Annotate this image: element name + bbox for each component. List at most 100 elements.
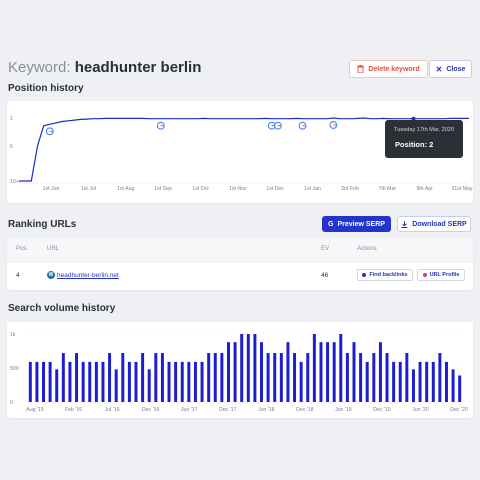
- google-update-icon[interactable]: [329, 121, 338, 129]
- column-header-actions: Actions: [357, 246, 377, 252]
- google-update-icon[interactable]: [45, 127, 54, 136]
- delete-keyword-button[interactable]: Delete keyword: [349, 60, 428, 78]
- volume-bar: [88, 361, 92, 402]
- x-tick-label: Jul '16: [105, 407, 120, 413]
- x-tick-label: Dec '18: [296, 407, 314, 413]
- close-icon: ✕: [435, 64, 443, 74]
- volume-bar: [339, 334, 343, 402]
- page-title: Keyword: headhunter berlin: [8, 58, 201, 78]
- x-tick-label: Dec '19: [373, 407, 391, 413]
- ranking-url-link[interactable]: headhunter-berlin.net: [57, 272, 119, 279]
- download-serp-label: Download SERP: [412, 220, 467, 228]
- position-series-line: [19, 117, 469, 182]
- volume-bar: [286, 342, 290, 402]
- x-tick-label: 1st Nov: [229, 186, 247, 192]
- x-tick-label: Dec '17: [219, 407, 237, 413]
- volume-bar: [279, 353, 283, 402]
- volume-bar: [220, 353, 224, 402]
- volume-bar: [445, 361, 448, 402]
- x-tick-label: Jun '18: [258, 407, 275, 413]
- google-update-icon[interactable]: [273, 121, 282, 130]
- column-header-url[interactable]: URL: [47, 246, 60, 252]
- volume-bar: [141, 353, 145, 402]
- google-icon: G: [328, 220, 334, 228]
- page-header: Keyword: headhunter berlin Delete keywor…: [8, 58, 472, 80]
- x-tick-label: Jun '19: [335, 407, 352, 413]
- volume-bar: [458, 375, 462, 402]
- x-tick-label: 1st Sep: [154, 186, 172, 192]
- profile-icon: [422, 273, 427, 277]
- download-serp-button[interactable]: Download SERP: [397, 216, 471, 232]
- volume-bar: [385, 353, 389, 402]
- volume-bar: [108, 353, 112, 402]
- volume-bar: [260, 342, 263, 402]
- volume-bar: [101, 361, 105, 402]
- volume-bar: [174, 361, 178, 402]
- volume-bar: [75, 353, 79, 402]
- volume-bar: [35, 361, 39, 402]
- table-header: Pos. URL EV Actions: [7, 238, 473, 262]
- volume-bar: [293, 353, 297, 402]
- hover-point: [411, 116, 416, 121]
- x-tick-label: 9th Apr: [416, 186, 433, 192]
- volume-bar: [61, 353, 65, 402]
- y-tick-label: 0: [10, 400, 13, 406]
- link-icon: [362, 273, 367, 277]
- volume-bar: [246, 334, 250, 402]
- column-header-pos[interactable]: Pos.: [16, 246, 29, 252]
- volume-bar: [193, 361, 197, 402]
- x-tick-label: 31st May: [451, 186, 472, 192]
- volume-bar: [392, 361, 396, 402]
- column-header-ev[interactable]: EV: [321, 246, 330, 252]
- close-button[interactable]: ✕ Close: [429, 60, 472, 78]
- volume-bar: [200, 361, 204, 402]
- keyword-prefix: Keyword:: [8, 59, 71, 76]
- volume-bar: [312, 334, 316, 402]
- y-tick-label: 5: [10, 144, 13, 150]
- search-volume-card: 1k 500 0 Aug '15 Feb '16 Jul '16 Dec '16 Jun '1…: [7, 322, 473, 418]
- tooltip-position: Position: 2: [395, 140, 434, 149]
- preview-serp-button[interactable]: G Preview SERP: [322, 216, 391, 232]
- volume-bar: [233, 342, 237, 402]
- x-tick-label: 1st Jun: [43, 186, 60, 192]
- volume-bar: [359, 353, 363, 402]
- x-tick-label: 3rd Feb: [341, 186, 359, 192]
- find-backlinks-button[interactable]: Find backlinks: [357, 269, 413, 281]
- row-position: 4: [16, 272, 20, 279]
- volume-bar: [326, 342, 330, 402]
- volume-bar: [55, 369, 59, 402]
- volume-bar: [418, 361, 422, 402]
- volume-bar: [180, 361, 184, 402]
- x-tick-label: 1st Oct: [192, 186, 209, 192]
- volume-bar: [127, 361, 131, 402]
- row-ev: 46: [321, 272, 329, 279]
- x-tick-label: Aug '15: [26, 407, 44, 413]
- volume-bar: [365, 361, 369, 402]
- google-update-icon[interactable]: [156, 121, 165, 130]
- volume-bar: [378, 342, 382, 402]
- url-profile-button[interactable]: URL Profile: [417, 269, 465, 281]
- x-tick-label: 1st Jan: [304, 186, 321, 192]
- volume-bar: [147, 369, 151, 402]
- volume-bar: [299, 361, 303, 402]
- volume-bar: [405, 353, 409, 402]
- volume-bar: [28, 361, 32, 402]
- search-volume-title: Search volume history: [8, 303, 116, 314]
- volume-bar: [345, 353, 349, 402]
- x-tick-label: Jun '17: [181, 407, 198, 413]
- google-update-icon[interactable]: [298, 121, 307, 130]
- volume-bar: [160, 353, 164, 402]
- keyword-value: headhunter berlin: [74, 59, 202, 76]
- x-tick-label: Dec '20: [450, 407, 468, 413]
- chart-tooltip: Tuesday 17th Mar, 2020 Position: 2: [385, 120, 463, 158]
- volume-bar: [154, 353, 158, 402]
- volume-bar: [121, 353, 125, 402]
- volume-bar: [411, 369, 415, 402]
- delete-keyword-label: Delete keyword: [368, 65, 420, 73]
- volume-bar: [332, 342, 336, 402]
- volume-bar: [167, 361, 171, 402]
- x-tick-label: Feb '16: [65, 407, 82, 413]
- x-tick-label: 7th Mar: [378, 186, 396, 192]
- volume-bar: [431, 361, 435, 402]
- close-label: Close: [446, 65, 466, 73]
